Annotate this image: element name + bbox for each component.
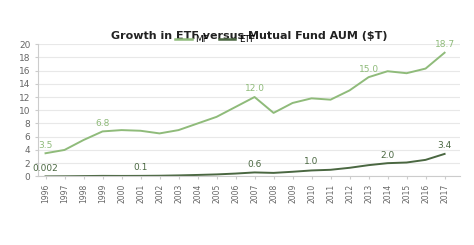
Text: 3.4: 3.4	[438, 141, 452, 150]
Text: 12.0: 12.0	[245, 84, 264, 93]
Text: 6.8: 6.8	[95, 119, 109, 128]
Text: 3.5: 3.5	[38, 141, 53, 150]
Text: 0.002: 0.002	[33, 164, 58, 173]
Text: 2.0: 2.0	[381, 150, 395, 159]
Title: Growth in ETF versus Mutual Fund AUM ($T): Growth in ETF versus Mutual Fund AUM ($T…	[110, 31, 387, 40]
Text: 1.0: 1.0	[304, 157, 319, 166]
Text: 0.6: 0.6	[247, 160, 262, 169]
Text: 0.1: 0.1	[133, 163, 148, 172]
Text: 15.0: 15.0	[358, 64, 379, 74]
Text: 18.7: 18.7	[435, 40, 455, 49]
Legend: MF, ETF: MF, ETF	[172, 31, 258, 48]
